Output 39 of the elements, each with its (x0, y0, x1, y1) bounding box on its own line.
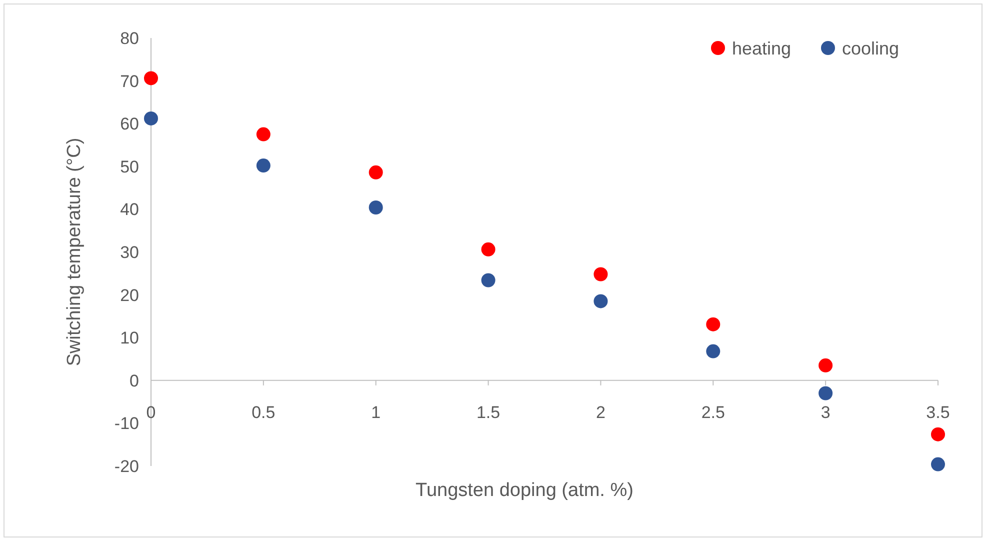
point (256, 158, 270, 173)
y-tick-label: 20 (120, 286, 139, 305)
point (481, 273, 496, 288)
x-axis-title: Tungsten doping (atm. %) (416, 480, 634, 501)
y-tick-label: 40 (120, 200, 139, 220)
x-tick-label: 0.5 (252, 403, 276, 422)
x-tick-label: 0 (146, 403, 156, 422)
point (594, 267, 608, 282)
point (144, 111, 158, 126)
point (368, 200, 383, 214)
y-tick-label: 50 (120, 157, 139, 176)
x-tick-label: 1 (371, 403, 381, 422)
y-tick-label: 60 (120, 114, 139, 134)
y-tick-label: 80 (120, 28, 139, 48)
y-tick-label: -10 (114, 414, 139, 434)
y-tick-label: 10 (120, 328, 139, 348)
x-tick-label: 1.5 (476, 403, 500, 422)
point (818, 358, 833, 372)
point (481, 242, 496, 256)
point (818, 386, 833, 400)
point (594, 294, 608, 308)
x-tick-label: 3 (820, 403, 830, 422)
point (256, 127, 270, 142)
point (931, 427, 945, 442)
point (144, 71, 158, 86)
y-tick-label: -20 (114, 456, 139, 476)
x-tick-label: 3.5 (926, 403, 950, 422)
point (706, 317, 720, 332)
y-tick-label: 70 (120, 72, 139, 91)
y-tick-label: 0 (130, 371, 139, 390)
point (931, 457, 945, 472)
point (368, 165, 383, 180)
legend-label: heating (732, 38, 792, 58)
y-axis-title: Switching temperature (°C) (64, 138, 85, 366)
y-tick-label: 30 (120, 242, 139, 262)
point (706, 344, 720, 358)
legend-label: cooling (842, 38, 900, 58)
x-tick-label: 2 (596, 403, 606, 422)
x-tick-label: 2.5 (701, 403, 725, 422)
